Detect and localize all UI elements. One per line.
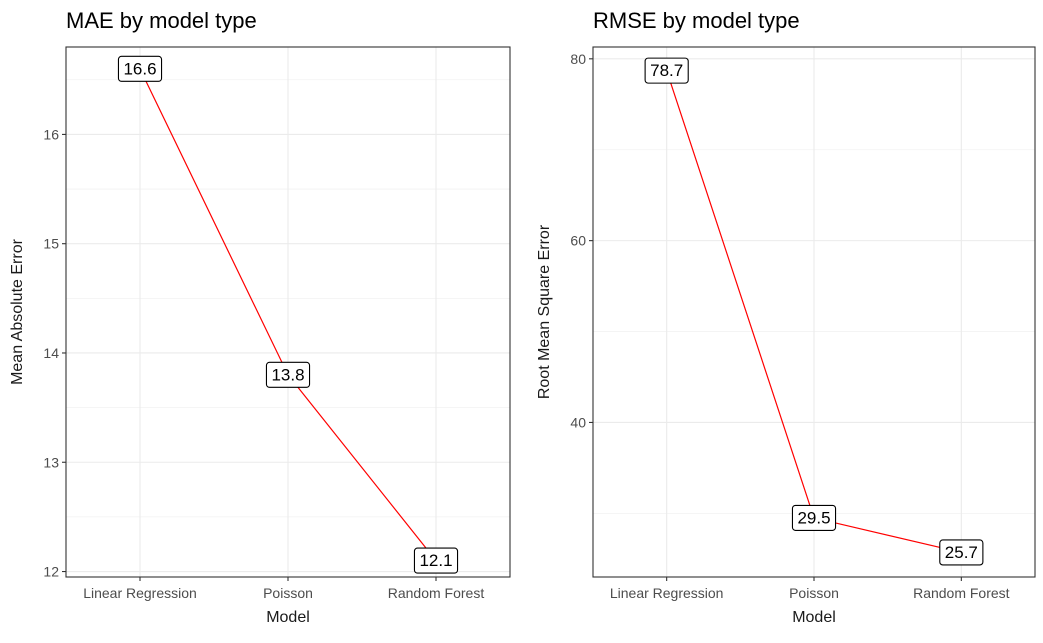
mae-x-ticks: Linear Regression Poisson Random Forest	[83, 577, 484, 601]
rmse-gridlines	[593, 47, 1035, 577]
x-tick-label: Linear Regression	[83, 585, 197, 601]
data-label: 13.8	[265, 361, 311, 388]
rmse-x-axis-title: Model	[792, 609, 836, 626]
data-label-box	[413, 547, 459, 574]
data-label-box	[265, 361, 311, 388]
data-label-box	[117, 55, 163, 82]
x-tick-label: Linear Regression	[610, 585, 724, 601]
y-tick-label: 12	[43, 564, 59, 580]
data-label: 25.7	[939, 539, 984, 566]
x-tick-label: Poisson	[789, 585, 839, 601]
y-tick-label: 14	[43, 345, 59, 361]
data-label: 12.1	[413, 547, 459, 574]
data-label-text: 16.6	[123, 59, 156, 78]
mae-chart: MAE by model type 16.613.812.1 121314151…	[9, 8, 511, 626]
rmse-data-labels: 78.7 29.5 25.7	[644, 57, 984, 566]
data-label-text: 12.1	[419, 551, 452, 570]
mae-chart-title: MAE by model type	[66, 8, 257, 33]
rmse-chart-title: RMSE by model type	[593, 8, 800, 33]
mae-y-axis-title: Mean Absolute Error	[9, 238, 26, 385]
rmse-y-axis-title: Root Mean Square Error	[536, 224, 553, 399]
data-label-text: 25.7	[945, 543, 978, 562]
y-tick-label: 80	[570, 51, 586, 67]
x-tick-label: Random Forest	[388, 585, 485, 601]
x-tick-label: Poisson	[263, 585, 313, 601]
y-tick-label: 15	[43, 236, 59, 252]
data-label-box	[791, 504, 837, 531]
data-label-text: 13.8	[271, 365, 304, 384]
y-tick-label: 40	[570, 414, 586, 430]
data-label-box	[644, 57, 689, 84]
y-tick-label: 13	[43, 454, 59, 470]
data-label: 29.5	[791, 504, 837, 531]
mae-x-axis-title: Model	[266, 609, 310, 626]
mae-data-labels: 16.6 13.8 12.1	[117, 55, 459, 574]
mae-gridlines	[66, 47, 510, 577]
rmse-chart: RMSE by model type 78.7 29.5 25.7 40 60 80 L…	[536, 8, 1036, 626]
data-label-text: 78.7	[650, 61, 683, 80]
x-tick-label: Random Forest	[913, 585, 1010, 601]
data-label-text: 29.5	[797, 508, 830, 527]
mae-y-ticks: 12 13 14 15 16	[43, 126, 66, 580]
y-tick-label: 60	[570, 233, 586, 249]
data-label: 16.6	[117, 55, 163, 82]
data-label: 78.7	[644, 57, 689, 84]
y-tick-label: 16	[43, 126, 59, 142]
rmse-x-ticks: Linear Regression Poisson Random Forest	[610, 577, 1010, 601]
data-label-box	[939, 539, 984, 566]
rmse-y-ticks: 40 60 80	[570, 51, 593, 430]
